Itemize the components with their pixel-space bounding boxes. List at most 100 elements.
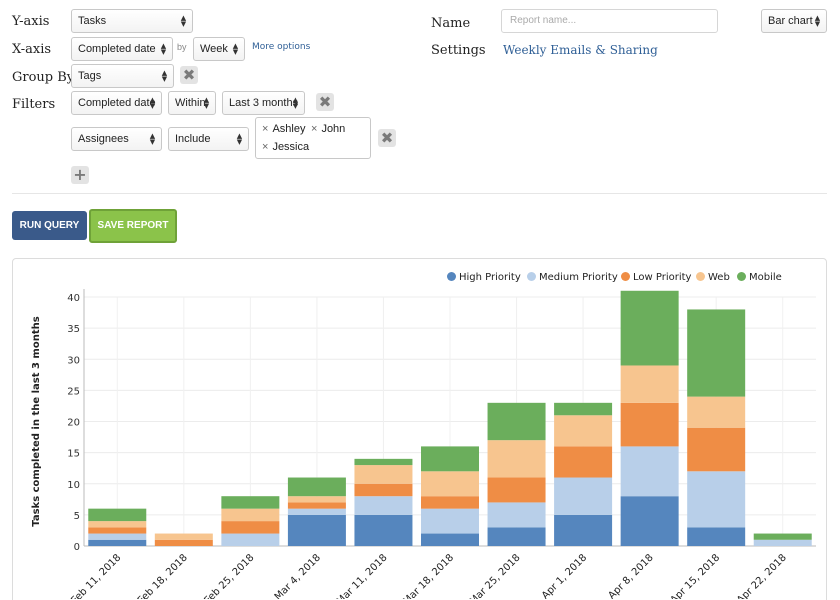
- bar-segment: [620, 402, 679, 447]
- bar-segment: [554, 402, 613, 416]
- filter2-operator-select[interactable]: Include ▲ ▼: [168, 127, 249, 151]
- yaxis-select-value: Tasks: [78, 15, 107, 27]
- x-tick-label: Mar 11, 2018: [335, 552, 390, 599]
- y-tick-label: 30: [67, 355, 80, 366]
- legend-item[interactable]: Web: [696, 272, 730, 283]
- assignee-tag[interactable]: × John: [311, 123, 345, 135]
- legend-item[interactable]: Low Priority: [621, 272, 691, 283]
- filter1-value-select[interactable]: Last 3 months ▲ ▼: [222, 91, 305, 115]
- settings-label: Settings: [431, 43, 486, 58]
- bar-segment: [421, 508, 479, 534]
- bar-segment: [88, 527, 147, 534]
- by-text: by: [177, 42, 187, 52]
- bar-segment: [154, 533, 213, 540]
- add-filter-icon[interactable]: +: [71, 166, 89, 184]
- x-tick-label: Feb 18, 2018: [136, 552, 190, 599]
- bar-segment: [287, 496, 346, 503]
- filter1-field-value: Completed date: [78, 97, 156, 109]
- bar-segment: [554, 415, 613, 447]
- select-caret-icon: ▲ ▼: [161, 69, 168, 83]
- bar-segment: [620, 290, 679, 366]
- settings-link[interactable]: Weekly Emails & Sharing: [503, 43, 658, 57]
- select-caret-icon: ▲ ▼: [203, 96, 210, 110]
- groupby-select[interactable]: Tags ▲ ▼: [71, 64, 174, 88]
- bar-segment: [421, 471, 479, 497]
- filter2-field-select[interactable]: Assignees ▲ ▼: [71, 127, 162, 151]
- yaxis-label: Y-axis: [12, 14, 50, 29]
- filter1-field-select[interactable]: Completed date ▲ ▼: [71, 91, 162, 115]
- y-tick-label: 15: [67, 449, 80, 460]
- tag-remove-icon[interactable]: ×: [311, 123, 318, 135]
- assignee-tags-input[interactable]: × Ashley × John × Jessica: [255, 117, 371, 159]
- remove-filter2-icon[interactable]: ✖: [378, 129, 396, 147]
- bar-segment: [421, 496, 479, 509]
- x-tick-label: Mar 4, 2018: [273, 552, 323, 599]
- xaxis-label: X-axis: [12, 42, 52, 57]
- bar-segment: [554, 477, 613, 515]
- bar-segment: [88, 508, 147, 522]
- interval-select-value: Week: [200, 43, 228, 55]
- select-caret-icon: ▲ ▼: [149, 132, 156, 146]
- bar-segment: [287, 502, 346, 509]
- bar-segment: [354, 496, 413, 515]
- legend-swatch-icon: [696, 272, 705, 281]
- bar-segment: [354, 514, 413, 546]
- filter1-value-value: Last 3 months: [229, 97, 299, 109]
- bar-segment: [620, 365, 679, 403]
- tag-remove-icon[interactable]: ×: [262, 141, 269, 153]
- more-options-link[interactable]: More options: [252, 42, 311, 52]
- filter1-operator-value: Within: [175, 97, 206, 109]
- bar-segment: [287, 514, 346, 546]
- legend-label: Web: [708, 272, 730, 283]
- xaxis-select[interactable]: Completed date ▲ ▼: [71, 37, 173, 61]
- legend-item[interactable]: Mobile: [737, 272, 782, 283]
- bar-segment: [354, 465, 413, 484]
- filters-label: Filters: [12, 97, 56, 112]
- remove-groupby-icon[interactable]: ✖: [180, 66, 198, 84]
- legend-label: Medium Priority: [539, 272, 618, 283]
- remove-filter1-icon[interactable]: ✖: [316, 93, 334, 111]
- bar-segment: [221, 521, 280, 534]
- legend-item[interactable]: Medium Priority: [527, 272, 618, 283]
- select-caret-icon: ▲ ▼: [149, 96, 156, 110]
- bar-segment: [421, 446, 479, 472]
- bar-segment: [221, 508, 280, 522]
- y-tick-label: 0: [74, 542, 80, 553]
- bar-segment: [687, 471, 746, 528]
- bar-segment: [687, 527, 746, 546]
- filter1-operator-select[interactable]: Within ▲ ▼: [168, 91, 216, 115]
- bar-segment: [88, 533, 147, 540]
- bar-segment: [687, 427, 746, 472]
- x-tick-label: Apr 8, 2018: [607, 552, 656, 599]
- y-axis-title: Tasks completed in the last 3 months: [31, 316, 42, 526]
- select-caret-icon: ▲ ▼: [160, 42, 167, 56]
- assignee-tag-label: John: [321, 123, 346, 135]
- run-query-button[interactable]: RUN QUERY: [12, 211, 87, 240]
- assignee-tag[interactable]: × Ashley: [262, 123, 305, 135]
- report-name-input[interactable]: Report name...: [501, 9, 718, 33]
- interval-select[interactable]: Week ▲ ▼: [193, 37, 245, 61]
- legend-item[interactable]: High Priority: [447, 272, 521, 283]
- filter2-operator-value: Include: [175, 133, 211, 145]
- yaxis-select[interactable]: Tasks ▲ ▼: [71, 9, 193, 33]
- assignee-tag-label: Ashley: [272, 123, 306, 135]
- y-tick-label: 20: [67, 418, 80, 429]
- xaxis-select-value: Completed date: [78, 43, 156, 55]
- y-tick-label: 40: [67, 293, 80, 304]
- bar-segment: [354, 483, 413, 497]
- x-tick-label: Mar 25, 2018: [468, 552, 523, 599]
- x-tick-label: Apr 1, 2018: [540, 552, 589, 599]
- x-tick-label: Mar 18, 2018: [401, 552, 456, 599]
- bar-segment: [221, 533, 280, 546]
- chart-type-select[interactable]: Bar chart ▲ ▼: [761, 9, 827, 33]
- select-caret-icon: ▲ ▼: [232, 42, 239, 56]
- filter2-field-value: Assignees: [78, 133, 129, 145]
- bar-segment: [487, 477, 546, 503]
- tag-remove-icon[interactable]: ×: [262, 123, 269, 135]
- bar-segment: [354, 458, 413, 466]
- assignee-tag[interactable]: × Jessica: [262, 141, 309, 153]
- legend-swatch-icon: [447, 272, 456, 281]
- select-caret-icon: ▲ ▼: [236, 132, 243, 146]
- legend-label: Mobile: [749, 272, 782, 283]
- save-report-button[interactable]: SAVE REPORT: [89, 209, 177, 243]
